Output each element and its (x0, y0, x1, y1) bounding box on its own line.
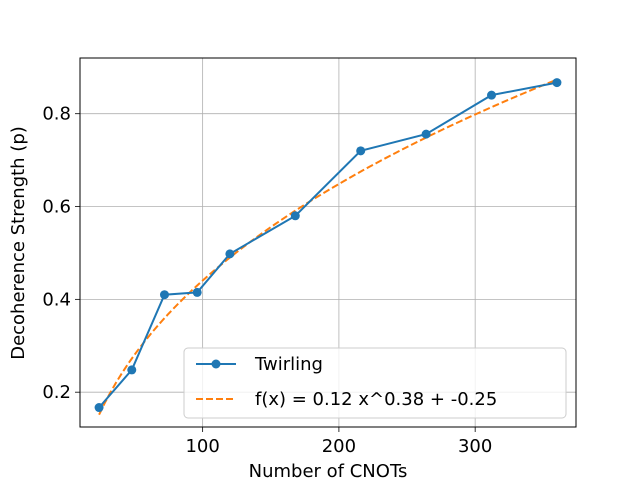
series-layer (94, 78, 562, 416)
plot-frame (79, 57, 577, 428)
legend: Twirling f(x) = 0.12 x^0.38 + -0.25 (183, 347, 567, 419)
twirling-point-5 (290, 211, 300, 221)
twirling-line (98, 81, 558, 409)
twirling-point-4 (225, 249, 235, 259)
twirling-point-0 (94, 403, 104, 413)
legend-fit-label: f(x) = 0.12 x^0.38 + -0.25 (255, 389, 497, 410)
legend-twirling-marker (211, 359, 221, 369)
twirling-point-7 (421, 129, 431, 139)
y-tick-label-1: 0.4 (42, 289, 71, 310)
twirling-point-1 (127, 365, 137, 375)
twirling-point-6 (356, 146, 366, 156)
y-tick-label-3: 0.8 (42, 104, 71, 125)
y-axis-label: Decoherence Strength (p) (8, 126, 29, 360)
twirling-point-8 (487, 90, 497, 100)
legend-twirling-label: Twirling (254, 354, 323, 375)
twirling-point-3 (192, 287, 202, 297)
twirling-point-2 (159, 290, 169, 300)
x-tick-label-2: 300 (458, 436, 492, 457)
x-axis-label: Number of CNOTs (249, 461, 408, 480)
fit-curve (98, 78, 558, 416)
y-tick-label-0: 0.2 (42, 382, 71, 403)
x-tick-label-1: 200 (322, 436, 356, 457)
legend-box (183, 347, 567, 419)
y-tick-label-2: 0.6 (42, 197, 71, 218)
twirling-point-9 (552, 78, 562, 88)
ticks: 100 200 300 0.2 0.4 0.6 0.8 (42, 104, 492, 457)
x-tick-label-0: 100 (185, 436, 219, 457)
